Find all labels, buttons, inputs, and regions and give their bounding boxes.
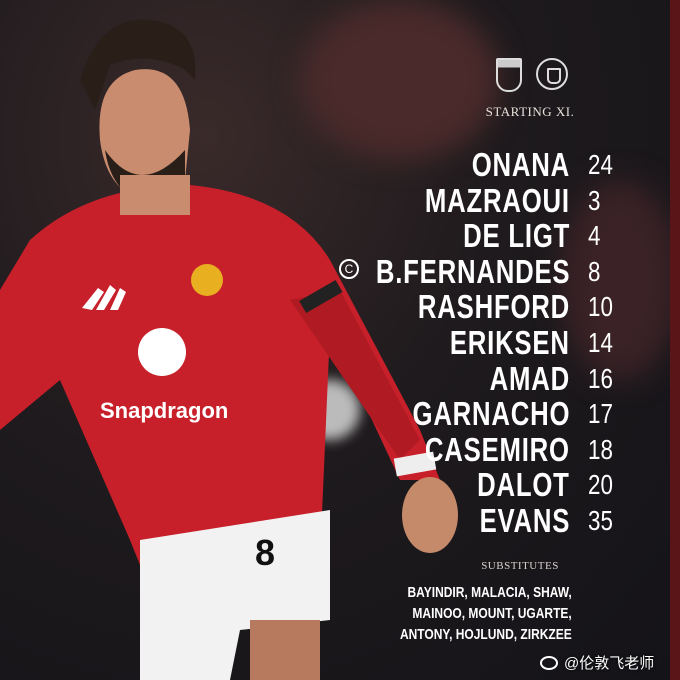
player-number: 17 — [588, 398, 613, 430]
lineup-row: ONANA 24 — [300, 146, 640, 183]
ipswich-town-crest-icon — [496, 58, 522, 92]
watermark-text: @伦敦飞老师 — [564, 655, 655, 672]
lineup-row: DALOT 20 — [300, 466, 640, 504]
player-number: 3 — [588, 184, 601, 216]
lineup-list: ONANA 24 MAZRAOUI 3 DE LIGT 4 B.FERNANDES 8 … — [300, 146, 640, 539]
substitutes-line: MAINOO, MOUNT, UGARTE, — [412, 605, 572, 622]
lineup-row: DE LIGT 4 — [300, 217, 640, 255]
lineup-row: RASHFORD 10 — [300, 288, 640, 326]
substitutes-list: BAYINDIR, MALACIA, SHAW, MAINOO, MOUNT, … — [357, 582, 572, 645]
player-name: AMAD — [489, 359, 570, 397]
watermark: @伦敦飞老师 — [540, 652, 654, 673]
player-name: GARNACHO — [412, 395, 570, 433]
background-bokeh — [560, 180, 680, 380]
player-name: MAZRAOUI — [425, 181, 570, 219]
player-number: 8 — [588, 255, 601, 287]
player-number: 18 — [588, 433, 613, 465]
player-number: 14 — [588, 326, 613, 358]
player-number: 20 — [588, 469, 613, 501]
player-number: 35 — [588, 504, 613, 536]
captain-icon: C — [339, 259, 359, 279]
substitutes-line: ANTONY, HOJLUND, ZIRKZEE — [400, 626, 572, 643]
player-name: CASEMIRO — [425, 430, 570, 468]
lineup-row: CASEMIRO 18 — [300, 430, 640, 468]
lineup-row: GARNACHO 17 — [300, 395, 640, 433]
background-bokeh — [300, 0, 500, 160]
shorts-number: 8 — [255, 532, 275, 573]
lineup-row: AMAD 16 — [300, 359, 640, 397]
club-crests — [496, 58, 568, 92]
lineup-row: EVANS 35 — [300, 501, 640, 539]
player-name: DALOT — [477, 466, 570, 504]
player-name: ERIKSEN — [450, 323, 570, 361]
player-name: RASHFORD — [417, 288, 570, 326]
edge-stripe — [670, 0, 680, 680]
manchester-united-crest-icon — [536, 58, 568, 90]
starting-xi-title: STARTING XI. — [485, 104, 575, 119]
lineup-row: B.FERNANDES 8 — [300, 252, 640, 290]
player-name: ONANA — [471, 146, 570, 183]
player-number: 10 — [588, 291, 613, 323]
lineup-row: ERIKSEN 14 — [300, 323, 640, 361]
substitutes-line: BAYINDIR, MALACIA, SHAW, — [407, 584, 572, 601]
weibo-icon — [540, 655, 558, 670]
player-name: DE LIGT — [463, 217, 570, 255]
player-name: B.FERNANDES — [375, 252, 570, 290]
substitutes-title: SUBSTITUTES — [481, 560, 559, 572]
player-number: 24 — [588, 149, 613, 180]
player-photo: Snapdragon 8 — [0, 19, 458, 680]
player-number: 4 — [588, 220, 601, 252]
sponsor-text: Snapdragon — [100, 398, 228, 423]
lineup-row: MAZRAOUI 3 — [300, 181, 640, 219]
player-name: EVANS — [479, 501, 570, 539]
player-number: 16 — [588, 362, 613, 394]
